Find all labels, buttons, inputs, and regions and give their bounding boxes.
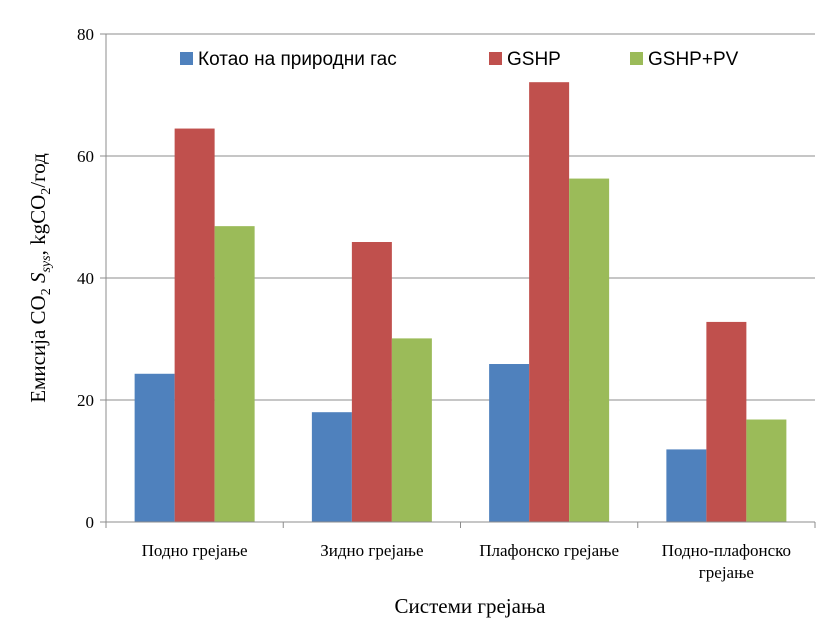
y-tick-label: 40	[77, 269, 94, 288]
x-tick-label: Подно-плафонско	[662, 541, 791, 560]
bar	[569, 178, 610, 522]
x-tick-label: Подно грејање	[142, 541, 248, 560]
bar	[174, 128, 215, 523]
legend-label: Котао на природни гас	[198, 49, 397, 70]
legend-swatch	[489, 52, 502, 65]
x-tick-label: Плафонско грејање	[479, 541, 619, 560]
y-tick-label: 0	[86, 513, 95, 532]
x-axis-title: Системи грејања	[395, 594, 547, 618]
bar	[214, 226, 255, 522]
legend: Котао на природни гас GSHP GSHP+PV	[180, 49, 739, 70]
legend-swatch	[630, 52, 643, 65]
bar	[666, 449, 707, 522]
bar	[134, 373, 175, 522]
bar	[489, 364, 530, 522]
y-tick-labels: 0 20 40 60 80	[77, 25, 94, 532]
bar	[529, 82, 570, 522]
y-axis-title: Емисија CO2 Ssys, kgCO2/год	[26, 153, 54, 403]
legend-label: GSHP	[507, 49, 561, 70]
bar	[351, 242, 392, 522]
y-tick-label: 80	[77, 25, 94, 44]
y-tick-label: 60	[77, 147, 94, 166]
axes	[100, 33, 816, 528]
x-tick-label: Зидно грејање	[320, 541, 423, 560]
y-tick-label: 20	[77, 391, 94, 410]
bar	[391, 338, 432, 522]
legend-swatch	[180, 52, 193, 65]
bar	[311, 412, 352, 522]
bars	[134, 82, 787, 523]
bar	[706, 321, 747, 522]
x-tick-labels: Подно грејање Зидно грејање Плафонско греј…	[142, 541, 791, 582]
bar	[746, 419, 787, 522]
legend-label: GSHP+PV	[648, 49, 739, 70]
x-tick-label: грејање	[699, 563, 754, 582]
